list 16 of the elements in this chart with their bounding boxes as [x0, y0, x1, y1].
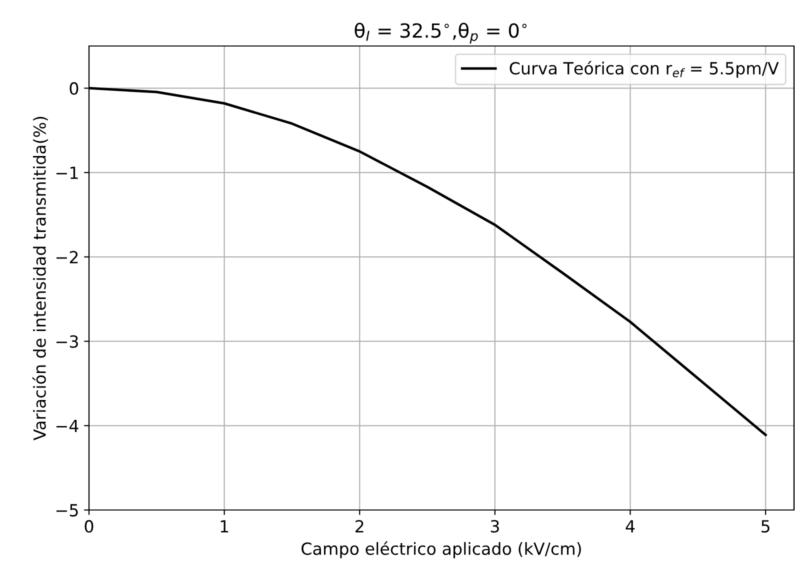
- x-tick-label: 1: [220, 520, 228, 532]
- x-tick-label: 4: [626, 520, 635, 532]
- x-tick-label: 0: [84, 520, 94, 533]
- y-tick-label: −2: [56, 250, 78, 264]
- x-tick-label: 2: [356, 520, 364, 532]
- y-tick-label: −1: [56, 166, 78, 179]
- chart-title: θ$_{I}$ = 32.5$^{∘}$,θ$_{p}$ = 0$^{∘}$: [354, 22, 527, 44]
- y-tick-label: −3: [56, 335, 78, 348]
- x-tick-label: 5: [762, 520, 770, 533]
- x-tick-label: 3: [490, 520, 499, 533]
- y-tick-label: −4: [56, 420, 78, 432]
- x-axis-title: Campo eléctrico aplicado (kV/cm): [302, 541, 581, 558]
- legend-label: Curva Teórica con r$_{ef}$ = 5.5pm/V: [510, 61, 779, 78]
- y-tick-label: −5: [56, 504, 78, 517]
- y-tick-label: 0: [70, 82, 78, 95]
- y-axis-title: Variación de intensidad transmitida(%): [32, 116, 48, 440]
